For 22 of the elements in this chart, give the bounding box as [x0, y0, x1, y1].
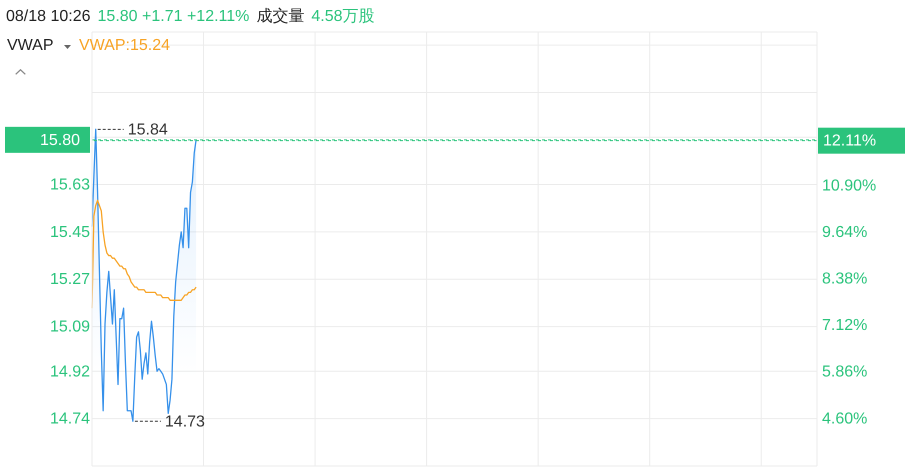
annotation: 15.84 — [128, 120, 168, 138]
y-tick-label: 15.09 — [50, 318, 90, 336]
annotation: 14.73 — [164, 412, 206, 430]
text: 4.58万股 — [311, 8, 375, 26]
y2-tick-label: 10.90% — [822, 176, 876, 194]
ref-line-label: 15.80 — [40, 131, 80, 148]
text: VWAP:15.24 — [79, 37, 170, 55]
text: 15.80 +1.71 +12.11% — [98, 8, 250, 26]
y2-tick-label: 7.12% — [822, 316, 868, 334]
y2-tick-label: 4.60% — [822, 410, 868, 427]
text: 成交量 — [256, 8, 304, 26]
y-tick-label: 15.45 — [50, 223, 90, 240]
y-tick-label: 14.92 — [50, 362, 90, 380]
y-tick-label: 15.27 — [50, 270, 90, 288]
chart-title: 08/18 10:26 — [6, 8, 91, 26]
y2-tick-label: 9.64% — [822, 223, 868, 240]
y2-tick-label: 8.38% — [822, 270, 868, 288]
y-tick-label: 15.63 — [50, 176, 90, 194]
y-tick-label: 14.74 — [50, 410, 90, 428]
y2-tick-label: 5.86% — [822, 363, 868, 380]
text: VWAP — [7, 37, 54, 54]
ref-line-label: 12.11% — [823, 132, 876, 150]
